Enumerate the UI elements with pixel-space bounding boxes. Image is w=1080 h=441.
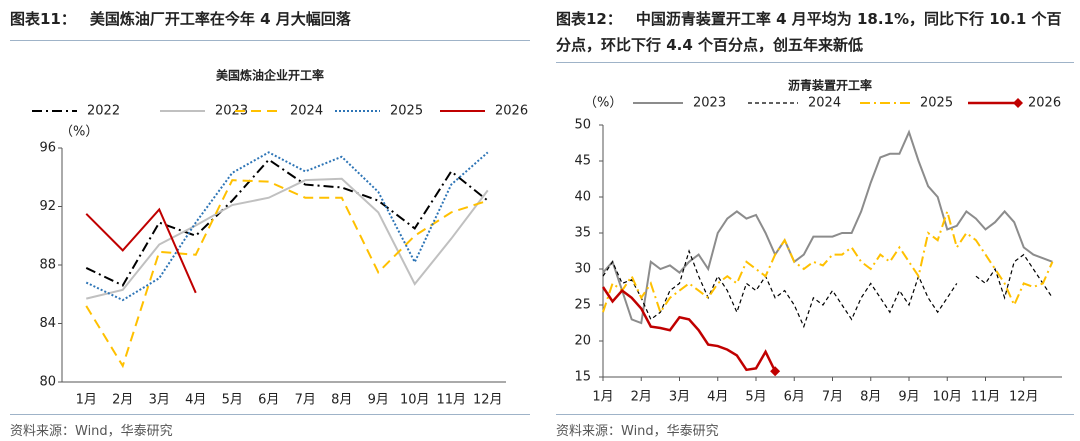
x-tick-label: 1月 bbox=[76, 393, 97, 408]
figure-header: 图表11： 美国炼油厂开工率在今年 4 月大幅回落 bbox=[10, 6, 540, 32]
x-tick-label: 2月 bbox=[112, 393, 133, 408]
chart-title: 美国炼油企业开工率 bbox=[216, 68, 324, 83]
x-tick-label: 4月 bbox=[185, 393, 206, 408]
source: 资料来源：Wind，华泰研究 bbox=[10, 424, 173, 439]
legend-label: 2025 bbox=[390, 104, 423, 119]
y-tick-label: 25 bbox=[574, 298, 591, 313]
legend-label: 2023 bbox=[215, 104, 248, 119]
y-tick-label: 50 bbox=[574, 118, 591, 133]
y-tick-label: 88 bbox=[39, 258, 56, 273]
x-tick-label: 6月 bbox=[784, 390, 805, 405]
charts: 美国炼油企业开工率 （%） 1月 2月 3月 4月 5月 6月 7月 8月 9月 10月 11月 12月 8… bbox=[32, 68, 1062, 408]
header-rule bbox=[556, 62, 1074, 63]
x-tick-label: 10月 bbox=[400, 393, 430, 408]
legend-label: 2025 bbox=[920, 96, 953, 111]
x-tick-label: 12月 bbox=[473, 393, 503, 408]
y-tick-label: 92 bbox=[39, 199, 56, 214]
x-tick-label: 11月 bbox=[436, 393, 466, 408]
series-line bbox=[602, 249, 1053, 329]
legend-label: 2022 bbox=[87, 104, 120, 119]
x-tick-label: 6月 bbox=[258, 393, 279, 408]
x-tick-label: 11月 bbox=[971, 390, 1001, 405]
legend-label: 2026 bbox=[495, 104, 528, 119]
source: 资料来源：Wind，华泰研究 bbox=[556, 424, 719, 439]
caption: 美国炼油厂开工率在今年 4 月大幅回落 bbox=[89, 10, 351, 28]
y-unit: （%） bbox=[60, 125, 98, 140]
series-line bbox=[602, 207, 1054, 315]
figure-label: 图表11： bbox=[10, 10, 76, 28]
y-tick-label: 30 bbox=[574, 262, 591, 277]
legend-marker bbox=[1013, 98, 1023, 108]
x-tick-label: 4月 bbox=[707, 390, 728, 405]
x-tick-label: 5月 bbox=[745, 390, 766, 405]
footer-rule bbox=[10, 414, 530, 415]
y-tick-label: 45 bbox=[574, 154, 591, 169]
figure-header: 图表12： 中国沥青装置开工率 4 月平均为 18.1%，同比下行 10.1 个百… bbox=[556, 6, 1074, 58]
x-tick-label: 10月 bbox=[932, 390, 962, 405]
y-tick-label: 80 bbox=[39, 375, 56, 390]
x-tick-label: 3月 bbox=[149, 393, 170, 408]
x-tick-label: 3月 bbox=[669, 390, 690, 405]
y-tick-label: 40 bbox=[574, 190, 591, 205]
series-line bbox=[85, 158, 489, 287]
y-tick-label: 35 bbox=[574, 226, 591, 241]
chart-title: 沥青装置开工率 bbox=[788, 78, 872, 93]
x-tick-label: 1月 bbox=[592, 390, 613, 405]
caption: 中国沥青装置开工率 4 月平均为 18.1%，同比下行 10.1 个百分点，环比… bbox=[556, 10, 1062, 54]
x-tick-label: 8月 bbox=[331, 393, 352, 408]
series-line bbox=[86, 177, 489, 300]
series-line bbox=[85, 179, 489, 369]
series-line bbox=[85, 207, 197, 294]
legend-label: 2024 bbox=[290, 104, 323, 119]
x-tick-label: 12月 bbox=[1009, 390, 1039, 405]
x-tick-label: 7月 bbox=[295, 393, 316, 408]
x-tick-label: 5月 bbox=[222, 393, 243, 408]
x-tick-label: 9月 bbox=[368, 393, 389, 408]
legend-label: 2026 bbox=[1028, 96, 1061, 111]
series-line bbox=[85, 151, 489, 302]
footer-rule bbox=[556, 414, 1074, 415]
x-tick-label: 7月 bbox=[822, 390, 843, 405]
x-tick-label: 9月 bbox=[898, 390, 919, 405]
header-rule bbox=[10, 40, 530, 41]
point-marker bbox=[770, 366, 781, 377]
y-tick-label: 15 bbox=[574, 370, 591, 385]
legend-label: 2024 bbox=[808, 96, 841, 111]
series-line bbox=[601, 286, 777, 372]
y-unit: （%） bbox=[584, 96, 622, 111]
series-line bbox=[602, 129, 1053, 325]
y-tick-label: 20 bbox=[574, 334, 591, 349]
y-tick-label: 84 bbox=[39, 316, 56, 331]
figure-label: 图表12： bbox=[556, 10, 622, 28]
legend-label: 2023 bbox=[693, 96, 726, 111]
x-tick-label: 8月 bbox=[860, 390, 881, 405]
x-tick-label: 2月 bbox=[631, 390, 652, 405]
y-tick-label: 96 bbox=[39, 141, 56, 156]
